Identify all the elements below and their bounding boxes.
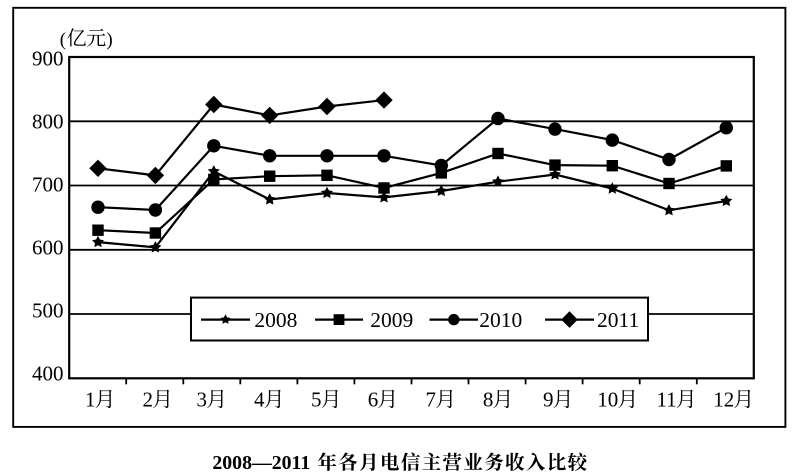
- svg-text:1: 1: [85, 388, 96, 412]
- svg-text:2010: 2010: [479, 308, 522, 332]
- svg-text:4: 4: [254, 388, 265, 412]
- svg-text:2008—2011: 2008—2011: [212, 452, 310, 474]
- svg-text:(: (: [60, 30, 66, 51]
- svg-text:5: 5: [311, 388, 322, 412]
- svg-text:800: 800: [32, 110, 64, 134]
- svg-text:11: 11: [656, 388, 676, 412]
- svg-text:700: 700: [32, 173, 64, 197]
- svg-text:8: 8: [483, 388, 494, 412]
- svg-text:900: 900: [32, 47, 64, 71]
- svg-text:500: 500: [32, 299, 64, 323]
- svg-text:2: 2: [143, 388, 154, 412]
- svg-text:2008: 2008: [254, 308, 297, 332]
- svg-text:2009: 2009: [370, 308, 413, 332]
- svg-text:): ): [106, 30, 112, 51]
- svg-text:10: 10: [597, 388, 618, 412]
- svg-text:7: 7: [426, 388, 437, 412]
- svg-text:600: 600: [32, 236, 64, 260]
- svg-text:9: 9: [543, 388, 554, 412]
- svg-text:2011: 2011: [597, 308, 639, 332]
- svg-text:400: 400: [32, 362, 64, 386]
- svg-text:6: 6: [368, 388, 379, 412]
- svg-text:12: 12: [713, 388, 734, 412]
- svg-text:3: 3: [197, 388, 208, 412]
